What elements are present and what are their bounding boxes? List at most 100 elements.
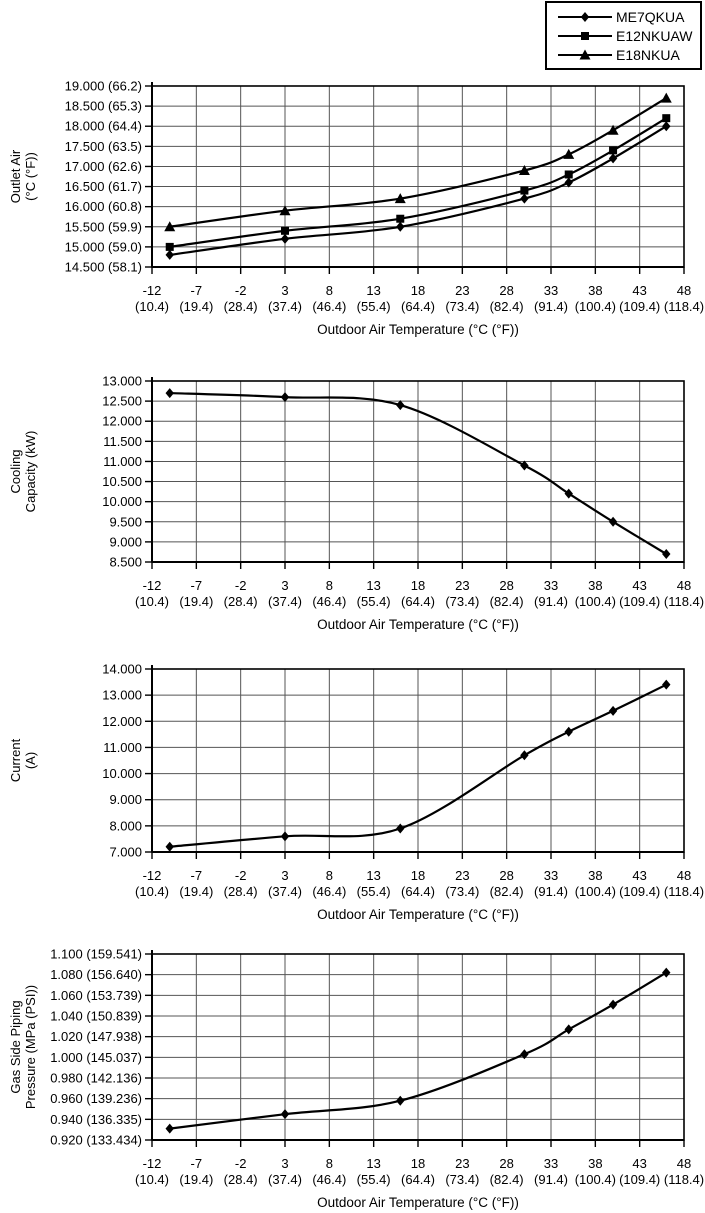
x-tick-label-celsius: 48 <box>677 1156 691 1171</box>
x-tick-label-fahrenheit: (46.4) <box>312 884 346 899</box>
x-tick-label-fahrenheit: (37.4) <box>268 594 302 609</box>
data-point-marker <box>396 1095 405 1106</box>
x-tick-label-celsius: -2 <box>235 1156 247 1171</box>
x-tick-label-fahrenheit: (82.4) <box>490 299 524 314</box>
y-tick-label: 12.000 <box>102 414 142 429</box>
y-tick-label: 19.000 (66.2) <box>65 79 142 94</box>
x-tick-label-fahrenheit: (19.4) <box>179 1172 213 1187</box>
gas-pressure-chart: 1.100 (159.541) 1.080 (156.640) 1.060 (153… <box>8 947 704 1211</box>
x-tick-label-celsius: 38 <box>588 1156 602 1171</box>
x-tick-label-fahrenheit: (46.4) <box>312 594 346 609</box>
x-tick-label-celsius: 28 <box>499 1156 513 1171</box>
data-point-marker <box>394 193 406 204</box>
x-tick-label-celsius: 13 <box>366 283 380 298</box>
current-chart: 14.000 13.000 12.000 11.000 10.000 9.000 8.000… <box>8 662 704 923</box>
x-tick-label-fahrenheit: (64.4) <box>401 884 435 899</box>
data-point-marker <box>608 999 618 1010</box>
x-tick-label-fahrenheit: (100.4) <box>575 594 616 609</box>
legend-key-graphic <box>558 31 612 40</box>
x-tick-label-fahrenheit: (109.4) <box>619 884 660 899</box>
data-point-marker <box>608 705 618 716</box>
y-axis-title: Current(A) <box>8 738 38 782</box>
cooling-capacity-chart: 13.000 12.500 12.000 11.500 11.000 10.500 10.0… <box>8 374 704 633</box>
x-tick-label-fahrenheit: (100.4) <box>575 1172 616 1187</box>
x-tick-label-fahrenheit: (28.4) <box>224 299 258 314</box>
x-tick-label-fahrenheit: (37.4) <box>268 299 302 314</box>
x-tick-label-fahrenheit: (118.4) <box>664 299 704 314</box>
y-tick-label: 11.000 <box>103 740 142 755</box>
x-tick-label-celsius: 18 <box>411 1156 425 1171</box>
x-tick-label-fahrenheit: (55.4) <box>357 299 391 314</box>
y-tick-label: 14.500 (58.1) <box>65 260 142 275</box>
data-point-marker <box>518 164 530 175</box>
data-point-marker <box>280 831 290 842</box>
y-tick-label: 13.000 <box>102 688 142 703</box>
x-tick-label-celsius: 23 <box>455 868 469 883</box>
legend-entry: E18NKUA <box>556 45 700 64</box>
y-tick-label: 8.500 <box>109 555 142 570</box>
data-point-marker <box>662 114 671 123</box>
x-tick-label-fahrenheit: (109.4) <box>619 299 660 314</box>
x-tick-label-fahrenheit: (91.4) <box>534 1172 568 1187</box>
x-tick-label-fahrenheit: (46.4) <box>312 299 346 314</box>
x-tick-label-celsius: 43 <box>632 1156 646 1171</box>
y-tick-label: 14.000 <box>102 662 142 677</box>
data-point-marker <box>281 226 289 235</box>
y-tick-label: 9.500 <box>109 514 142 529</box>
y-tick-label: 12.000 <box>102 714 142 729</box>
x-tick-label-celsius: 23 <box>455 1156 469 1171</box>
data-point-marker <box>662 679 671 690</box>
x-tick-label-fahrenheit: (37.4) <box>268 1172 302 1187</box>
triangle-marker-icon <box>579 49 591 59</box>
x-tick-label-celsius: 43 <box>632 578 646 593</box>
y-tick-label: 11.500 <box>103 434 142 449</box>
x-tick-label-celsius: 8 <box>326 578 333 593</box>
x-tick-label-celsius: -7 <box>191 283 203 298</box>
legend-label: E18NKUA <box>616 46 680 63</box>
y-tick-label: 12.500 <box>102 394 142 409</box>
x-tick-label-celsius: 8 <box>326 868 333 883</box>
x-tick-label-celsius: 38 <box>588 868 602 883</box>
y-tick-label: 16.000 (60.8) <box>65 199 142 214</box>
x-axis-title: Outdoor Air Temperature (°C (°F)) <box>317 322 519 337</box>
outlet-air-chart: 19.000 (66.2) 18.500 (65.3) 18.000 (64.4) 1… <box>8 79 704 338</box>
x-tick-label-celsius: 18 <box>411 283 425 298</box>
data-point-marker <box>662 548 671 559</box>
data-point-marker <box>660 92 672 103</box>
diamond-marker-icon <box>580 11 590 22</box>
x-tick-label-fahrenheit: (19.4) <box>179 594 213 609</box>
x-tick-label-celsius: 3 <box>281 578 288 593</box>
x-tick-label-fahrenheit: (55.4) <box>357 884 391 899</box>
data-point-marker <box>520 460 529 471</box>
y-tick-label: 17.000 (62.6) <box>65 159 142 174</box>
y-tick-label: 7.000 <box>109 845 142 860</box>
legend-label: ME7QKUA <box>616 8 685 25</box>
x-tick-label-celsius: -7 <box>191 868 203 883</box>
data-point-marker <box>608 516 618 527</box>
x-tick-label-fahrenheit: (118.4) <box>664 1172 704 1187</box>
x-tick-label-celsius: 23 <box>455 283 469 298</box>
x-tick-label-fahrenheit: (10.4) <box>135 1172 169 1187</box>
x-tick-label-fahrenheit: (82.4) <box>490 594 524 609</box>
data-point-marker <box>564 170 573 179</box>
x-tick-label-celsius: 48 <box>677 283 691 298</box>
data-point-marker <box>662 967 671 978</box>
x-tick-label-fahrenheit: (109.4) <box>619 1172 660 1187</box>
legend-key-graphic <box>558 11 612 22</box>
data-point-marker <box>520 750 529 761</box>
x-tick-label-fahrenheit: (118.4) <box>664 594 704 609</box>
x-axis-title: Outdoor Air Temperature (°C (°F)) <box>317 617 519 632</box>
x-tick-label-celsius: -12 <box>143 578 162 593</box>
y-axis-title: Outlet Air(°C (°F)) <box>8 149 38 203</box>
data-point-marker <box>662 121 671 132</box>
x-tick-label-celsius: 3 <box>281 1156 288 1171</box>
data-point-marker <box>608 153 618 164</box>
legend-label: E12NKUAW <box>616 27 693 44</box>
x-tick-label-celsius: 43 <box>632 868 646 883</box>
data-point-marker <box>164 221 176 232</box>
y-tick-label: 10.000 <box>102 766 142 781</box>
data-point-marker <box>165 388 174 399</box>
y-tick-label: 0.920 (133.434) <box>50 1133 142 1148</box>
x-tick-label-celsius: 13 <box>366 868 380 883</box>
